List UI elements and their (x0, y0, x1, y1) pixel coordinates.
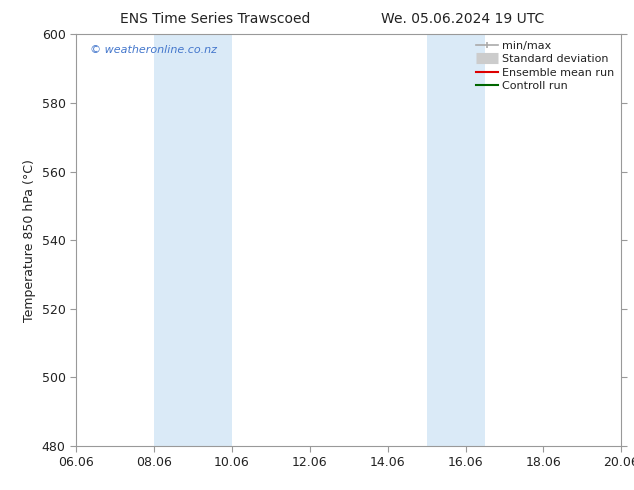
Legend: min/max, Standard deviation, Ensemble mean run, Controll run: min/max, Standard deviation, Ensemble me… (472, 38, 618, 94)
Bar (427, 34, 485, 446)
Text: © weatheronline.co.nz: © weatheronline.co.nz (90, 45, 217, 54)
Text: We. 05.06.2024 19 UTC: We. 05.06.2024 19 UTC (381, 12, 545, 26)
Text: ENS Time Series Trawscoed: ENS Time Series Trawscoed (120, 12, 311, 26)
Bar (154, 34, 232, 446)
Y-axis label: Temperature 850 hPa (°C): Temperature 850 hPa (°C) (23, 159, 36, 321)
